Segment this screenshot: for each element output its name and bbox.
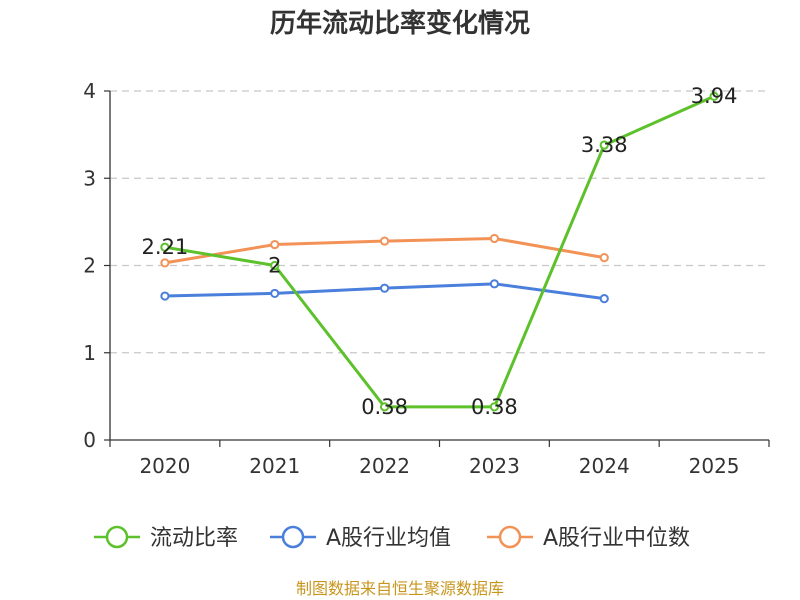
data-point xyxy=(379,402,390,412)
data-point xyxy=(160,258,170,268)
data-point xyxy=(270,288,280,299)
legend-marker xyxy=(281,525,305,549)
data-point xyxy=(160,242,170,252)
axes: 0 1 2 3 4 2020 2021 2022 2023 2024 2025 xyxy=(83,79,770,478)
data-point xyxy=(599,294,609,304)
data-label: 3.38 xyxy=(581,133,628,157)
x-tick-label: 2024 xyxy=(579,454,630,478)
data-point xyxy=(489,402,500,412)
data-label: 2.21 xyxy=(142,235,189,259)
y-tick-label: 3 xyxy=(83,166,96,190)
x-tick-label: 2021 xyxy=(249,454,300,478)
legend-item: A股行业中位数 xyxy=(487,525,690,551)
data-point xyxy=(379,236,390,246)
y-tick-label: 0 xyxy=(83,428,96,452)
y-tick-label: 2 xyxy=(83,254,96,278)
x-tick-label: 2025 xyxy=(689,454,740,478)
x-tick-label: 2023 xyxy=(469,454,520,478)
data-point xyxy=(270,239,280,250)
data-labels: 2.21 2 0.38 0.38 3.38 3.94 xyxy=(142,84,738,419)
series-line-0 xyxy=(163,94,716,409)
legend-item: A股行业均值 xyxy=(270,525,451,551)
data-point xyxy=(270,260,280,271)
series-layer xyxy=(160,91,719,412)
data-point xyxy=(709,91,719,101)
data-label: 0.38 xyxy=(471,395,518,419)
data-label: 3.94 xyxy=(691,84,738,108)
grid-lines xyxy=(110,90,769,354)
data-point xyxy=(599,140,609,150)
data-point xyxy=(489,279,500,289)
x-tick-label: 2022 xyxy=(359,454,410,478)
data-point xyxy=(599,253,609,263)
source-note: 制图数据来自恒生聚源数据库 xyxy=(296,579,504,598)
data-point xyxy=(489,233,500,244)
y-tick-label: 4 xyxy=(83,79,96,103)
legend-label: 流动比率 xyxy=(150,526,238,551)
data-point xyxy=(379,283,390,293)
legend-marker xyxy=(105,525,129,549)
legend-label: A股行业中位数 xyxy=(543,526,690,551)
data-point xyxy=(160,291,170,301)
data-label: 0.38 xyxy=(361,395,408,419)
x-tick-label: 2020 xyxy=(139,454,190,478)
legend-item: 流动比率 xyxy=(94,525,238,551)
chart-title: 历年流动比率变化情况 xyxy=(270,8,530,39)
legend-marker xyxy=(498,525,522,549)
y-tick-label: 1 xyxy=(83,341,96,365)
legend-label: A股行业均值 xyxy=(326,526,451,551)
data-label: 2 xyxy=(268,254,281,278)
legend: 流动比率 A股行业均值 A股行业中位数 xyxy=(94,525,690,551)
